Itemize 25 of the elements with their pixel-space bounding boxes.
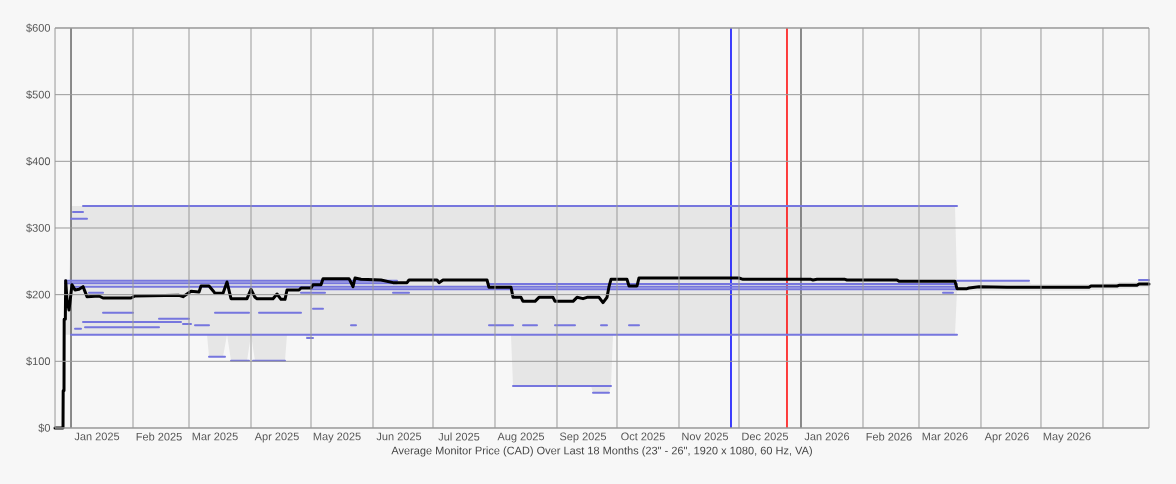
x-tick-label: Jan 2026: [804, 432, 850, 441]
x-tick-label: May 2026: [1043, 432, 1091, 443]
x-tick-label: Oct 2025: [621, 432, 665, 441]
x-tick-label: Mar 2026: [922, 432, 968, 441]
x-tick-label: Feb 2026: [866, 432, 912, 441]
x-tick-label: Jun 2025: [376, 432, 422, 441]
x-tick-label: Jan 2025: [74, 432, 120, 441]
x-tick-label: Apr 2025: [254, 432, 299, 443]
x-tick-label: Apr 2026: [984, 432, 1029, 443]
x-axis-title: Average Monitor Price (CAD) Over Last 18 Months (23" - 26", 1920 x 1080, 60 Hz, VA): [391, 446, 812, 457]
x-tick-label: Jul 2025: [438, 432, 480, 441]
y-tick-label: $400: [26, 156, 51, 166]
x-tick-label: Feb 2025: [136, 432, 182, 441]
y-tick-label: $0: [38, 423, 51, 433]
x-tick-label: May 2025: [313, 432, 361, 443]
y-tick-label: $200: [26, 290, 51, 300]
x-tick-label: Aug 2025: [497, 432, 545, 443]
x-tick-label: Dec 2025: [742, 432, 789, 441]
x-tick-label: Nov 2025: [682, 432, 729, 441]
x-tick-label: Mar 2025: [192, 432, 238, 441]
y-tick-label: $100: [26, 356, 51, 366]
y-tick-label: $500: [26, 90, 51, 100]
x-tick-label: Sep 2025: [559, 432, 607, 443]
y-tick-label: $600: [26, 23, 51, 33]
y-tick-label: $300: [26, 223, 51, 233]
